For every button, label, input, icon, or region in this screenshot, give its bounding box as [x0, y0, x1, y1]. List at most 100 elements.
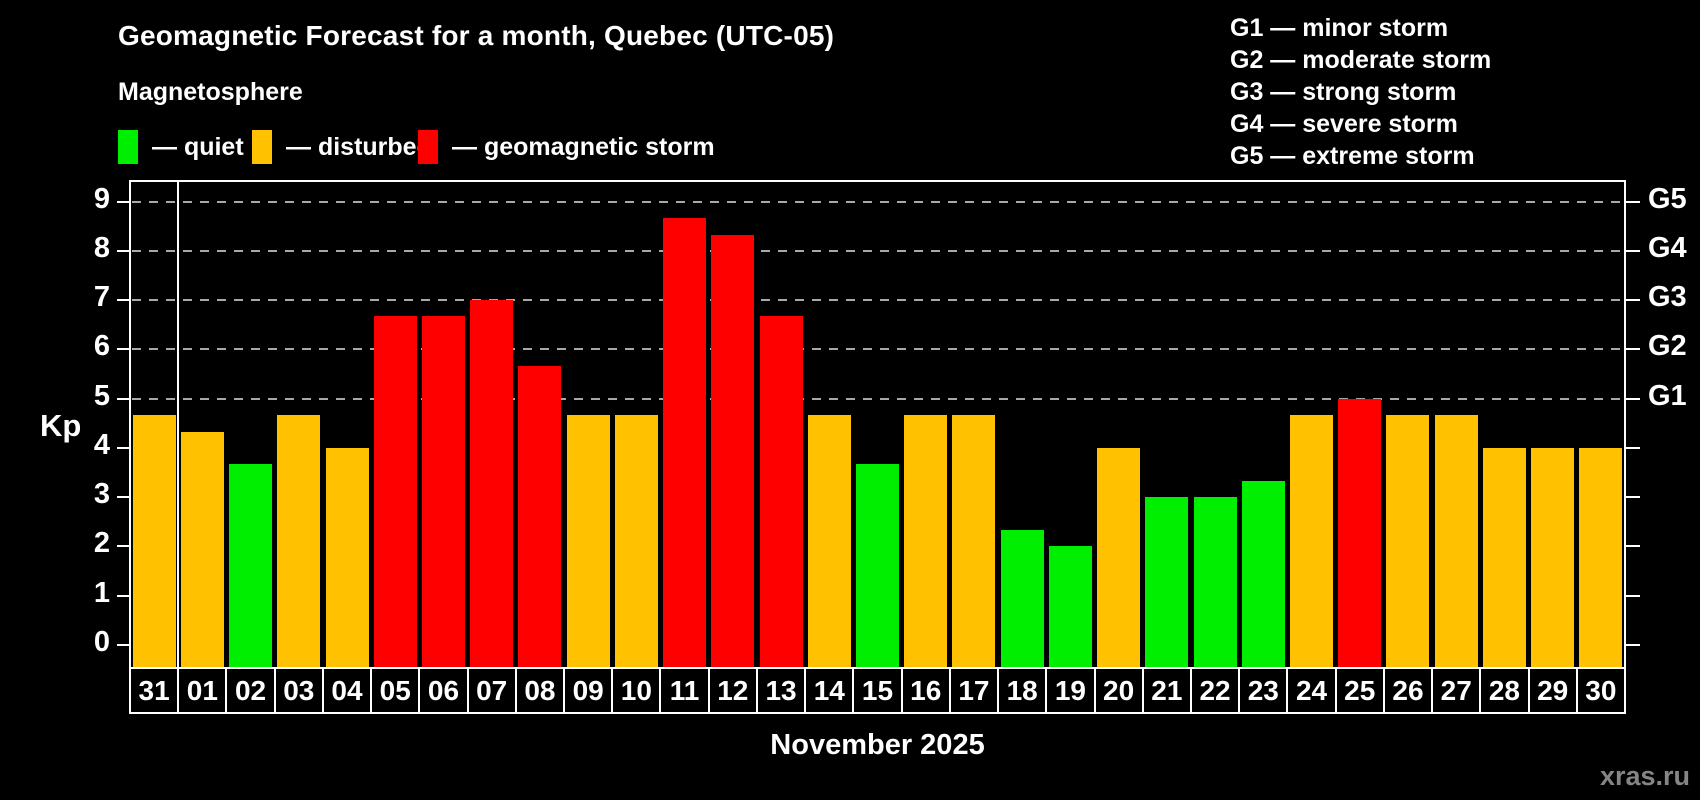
date-cell-16: 16 — [900, 667, 951, 714]
y-tick-label-2: 2 — [93, 527, 110, 560]
date-cell-25: 25 — [1334, 667, 1385, 714]
kp-bar-day-30 — [1579, 447, 1623, 667]
watermark: xras.ru — [1599, 761, 1690, 791]
y-tick-label-7: 7 — [93, 281, 110, 314]
y-tick-right-4 — [1626, 446, 1640, 449]
kp-bar-day-19 — [1048, 546, 1092, 667]
date-cell-29: 29 — [1527, 667, 1578, 714]
date-cell-15: 15 — [852, 667, 903, 714]
y-tick-label-6: 6 — [93, 330, 110, 363]
date-cell-09: 09 — [563, 667, 614, 714]
kp-bar-day-18 — [1000, 530, 1044, 667]
date-cell-03: 03 — [273, 667, 324, 714]
legend-label-storm: — geomagnetic storm — [452, 132, 715, 161]
gridline-kp7 — [132, 299, 1623, 302]
x-axis-title: November 2025 — [770, 729, 985, 761]
legend-item-disturbed: — disturbed — [252, 130, 432, 164]
legend-item-quiet: — quiet — [118, 130, 244, 164]
date-cell-01: 01 — [177, 667, 228, 714]
date-cell-26: 26 — [1382, 667, 1434, 714]
y-tick-label-8: 8 — [93, 231, 110, 264]
y-tick-right-6 — [1626, 348, 1640, 351]
kp-bar-day-02 — [229, 464, 273, 667]
y-tick-right-9 — [1626, 200, 1640, 203]
gridline-kp8 — [132, 249, 1623, 252]
kp-bar-day-04 — [325, 447, 369, 667]
y-tick-right-0 — [1626, 643, 1640, 646]
y-tick-left-9 — [117, 200, 129, 203]
y-tick-label-4: 4 — [93, 428, 110, 461]
y-tick-label-3: 3 — [93, 478, 110, 511]
kp-bar-day-28 — [1482, 447, 1526, 667]
date-cell-17: 17 — [948, 667, 1000, 714]
kp-bar-day-10 — [614, 414, 658, 667]
g-axis-label-G3: G3 — [1648, 281, 1687, 314]
plot-frame-right — [1624, 180, 1626, 669]
y-tick-right-5 — [1626, 397, 1640, 400]
kp-bar-day-06 — [421, 316, 465, 667]
y-tick-left-1 — [117, 594, 129, 597]
y-tick-label-1: 1 — [93, 576, 110, 609]
g-axis-label-G4: G4 — [1648, 231, 1687, 264]
kp-bar-day-09 — [566, 414, 610, 667]
date-cell-06: 06 — [418, 667, 469, 714]
date-cell-30: 30 — [1575, 667, 1626, 714]
y-tick-right-3 — [1626, 496, 1640, 499]
kp-bar-day-21 — [1145, 497, 1189, 667]
kp-bar-day-11 — [663, 217, 707, 667]
g-legend-line-G4: G4 — severe storm — [1230, 110, 1458, 138]
date-cell-04: 04 — [321, 667, 373, 714]
y-tick-left-6 — [117, 348, 129, 351]
date-cell-08: 08 — [514, 667, 566, 714]
g-legend-line-G1: G1 — minor storm — [1230, 14, 1449, 42]
g-axis-label-G2: G2 — [1648, 330, 1687, 363]
y-tick-label-5: 5 — [93, 379, 110, 412]
kp-bar-day-01 — [180, 431, 224, 667]
y-tick-right-1 — [1626, 594, 1640, 597]
y-tick-label-0: 0 — [93, 625, 110, 658]
kp-bar-day-12 — [711, 234, 755, 667]
legend-label-quiet: — quiet — [152, 132, 244, 161]
gridline-kp6 — [132, 348, 1623, 351]
legend-item-storm: — geomagnetic storm — [418, 130, 715, 164]
date-cell-23: 23 — [1238, 667, 1289, 714]
date-cell-13: 13 — [755, 667, 807, 714]
g-axis-label-G5: G5 — [1648, 182, 1687, 215]
date-cell-14: 14 — [804, 667, 855, 714]
kp-bar-day-22 — [1193, 497, 1237, 667]
kp-bar-day-26 — [1386, 414, 1430, 667]
kp-bar-day-29 — [1531, 447, 1575, 667]
date-cell-24: 24 — [1286, 667, 1337, 714]
y-tick-label-9: 9 — [93, 182, 110, 215]
plot-frame-top — [129, 180, 1626, 182]
y-tick-left-5 — [117, 397, 129, 400]
date-cell-18: 18 — [997, 667, 1048, 714]
date-cell-28: 28 — [1479, 667, 1530, 714]
kp-bar-day-25 — [1338, 398, 1382, 667]
date-cell-31: 31 — [129, 667, 180, 714]
legend-swatch-quiet — [118, 130, 138, 164]
chart-subtitle: Magnetosphere — [118, 78, 303, 106]
kp-bar-day-31 — [132, 414, 176, 667]
kp-bar-day-03 — [277, 414, 321, 667]
date-cell-02: 02 — [225, 667, 276, 714]
kp-bar-day-16 — [904, 414, 948, 667]
g-scale-legend: G1 — minor storm G2 — moderate storm G3 — … — [1230, 12, 1491, 172]
month-separator-line — [177, 182, 180, 669]
date-cell-19: 19 — [1045, 667, 1096, 714]
kp-bar-day-17 — [952, 414, 996, 667]
kp-bar-day-23 — [1241, 480, 1285, 667]
date-cell-20: 20 — [1093, 667, 1144, 714]
date-cell-05: 05 — [370, 667, 421, 714]
date-cell-27: 27 — [1431, 667, 1482, 714]
y-tick-left-7 — [117, 299, 129, 302]
g-legend-line-G5: G5 — extreme storm — [1230, 142, 1475, 170]
plot-frame-left — [129, 180, 131, 669]
date-cell-12: 12 — [707, 667, 758, 714]
kp-bar-day-20 — [1097, 447, 1141, 667]
y-tick-left-0 — [117, 643, 129, 646]
g-axis-label-G1: G1 — [1648, 379, 1687, 412]
kp-bar-day-05 — [373, 316, 417, 667]
y-axis-title: Kp — [40, 408, 82, 444]
